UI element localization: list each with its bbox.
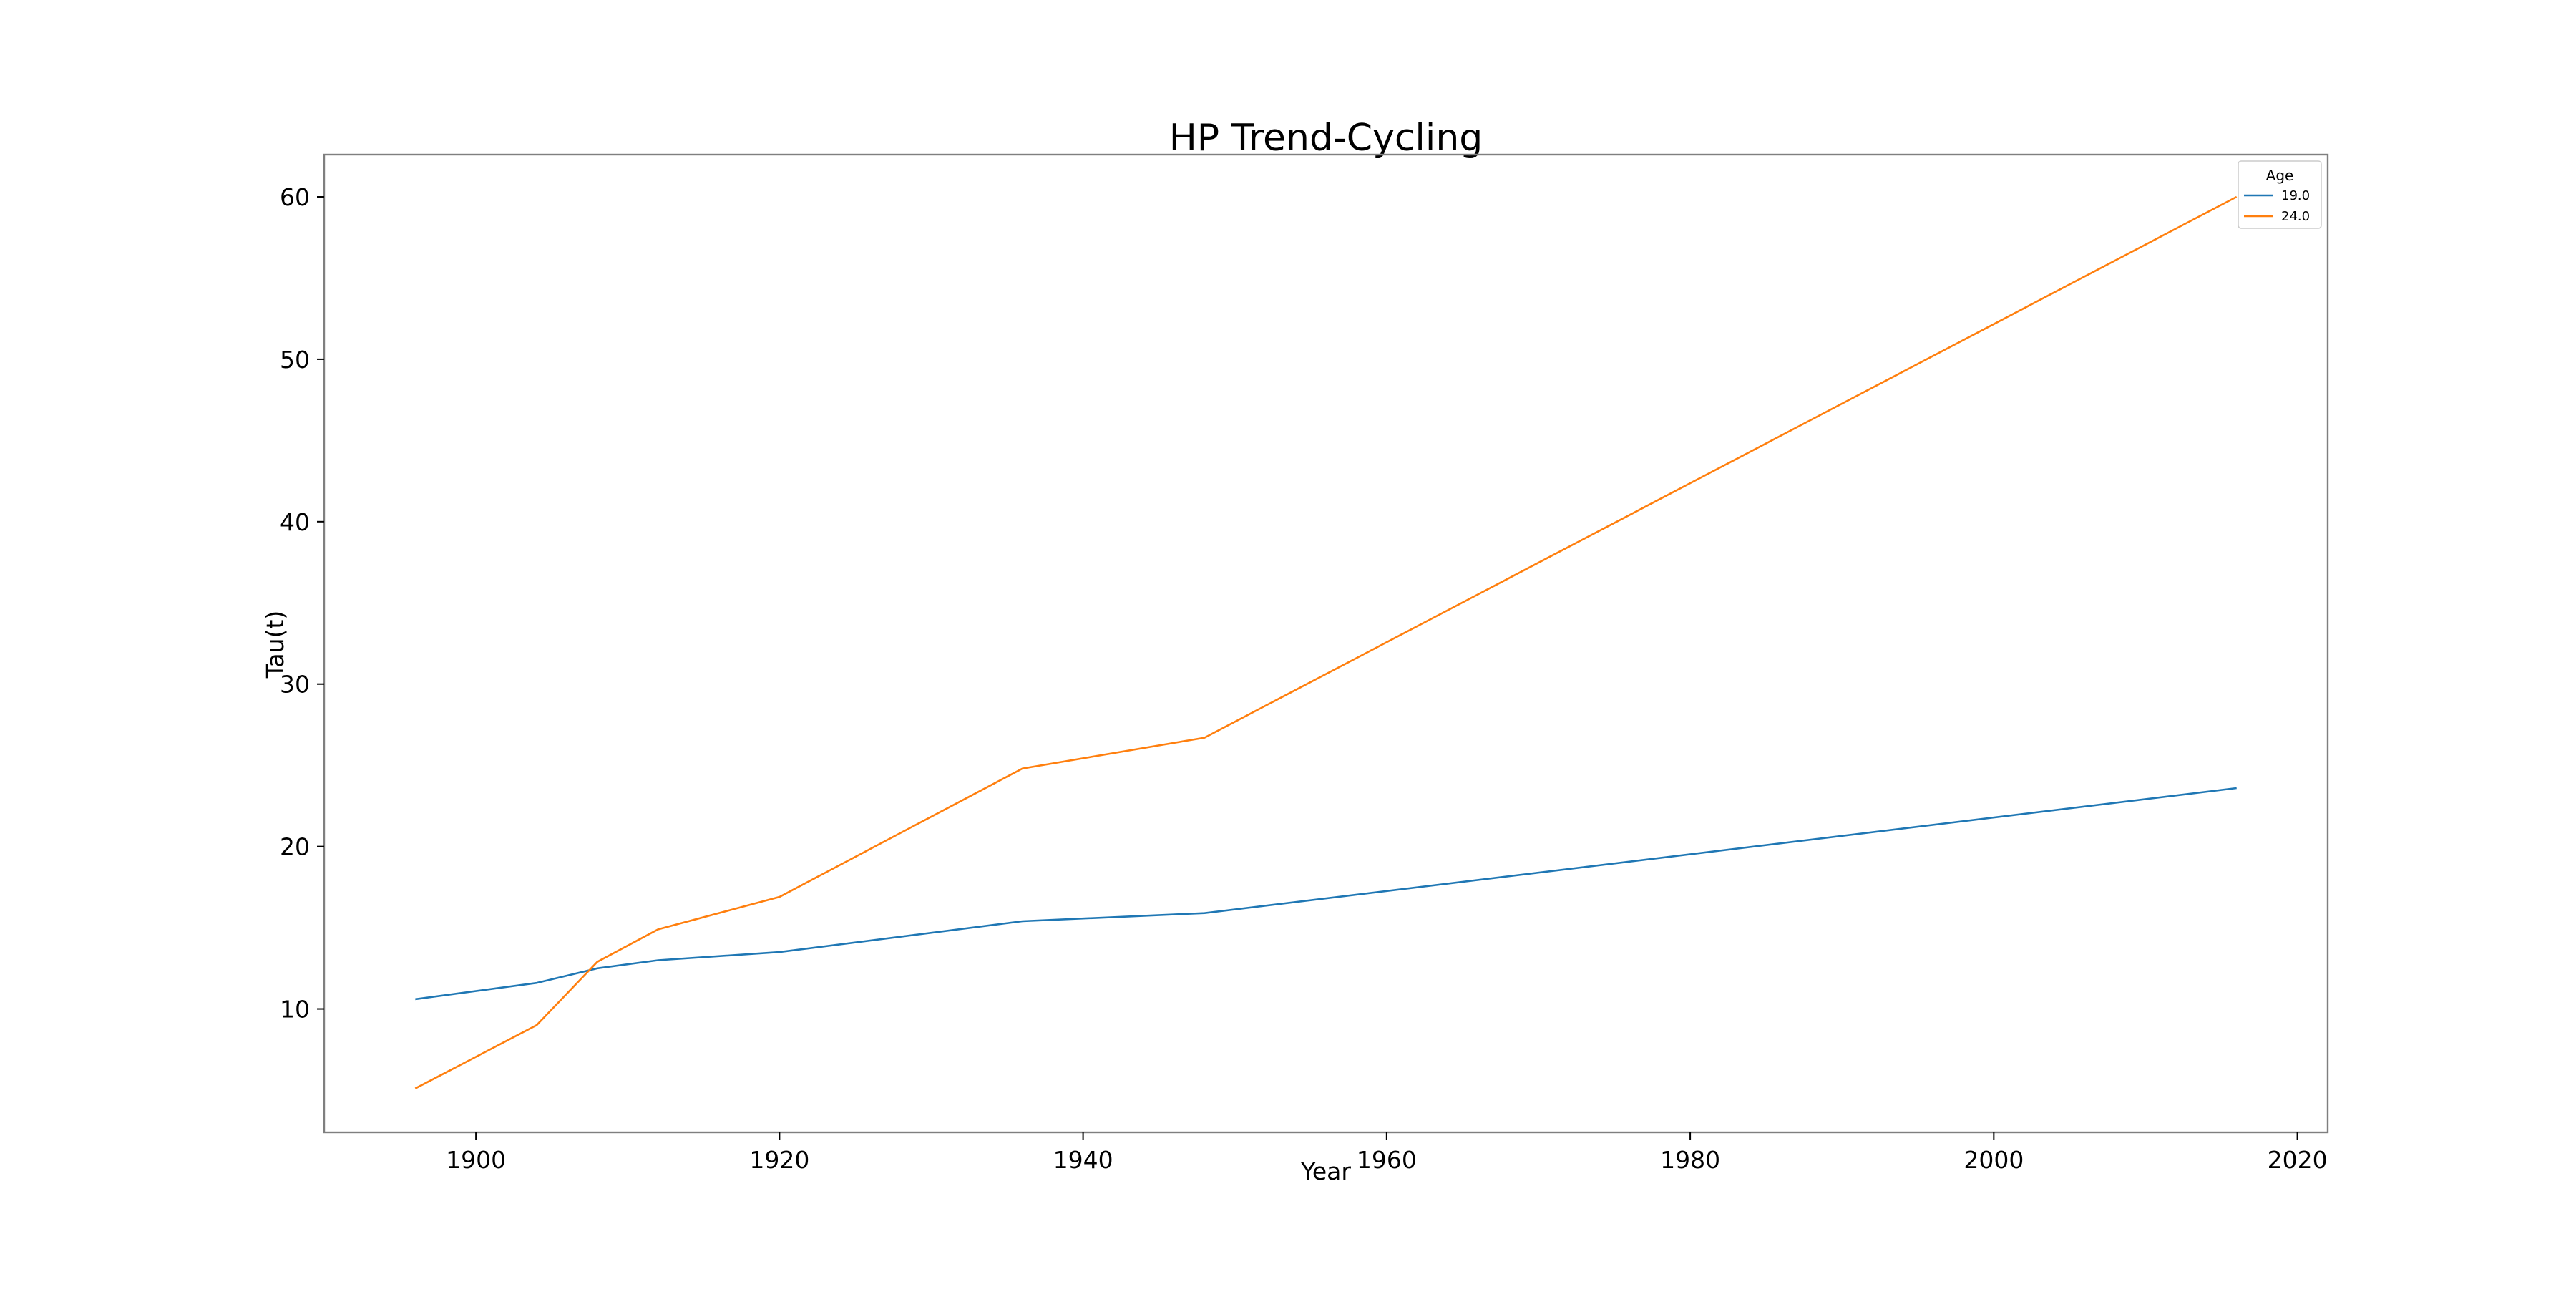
y-axis-label: Tau(t) [261,611,289,679]
legend-label-24-0: 24.0 [2281,209,2310,224]
x-axis-label: Year [1300,1157,1351,1185]
series-line-24-0 [414,195,2238,1089]
y-tick-label: 10 [280,996,310,1024]
plot-frame [323,153,2329,1134]
y-tick-label: 50 [280,346,310,374]
x-tick-label: 1920 [749,1146,809,1174]
legend-box [2238,160,2322,229]
legend-label-19-0: 19.0 [2281,188,2310,203]
y-tick-label: 20 [280,833,310,861]
y-tick-label: 30 [280,671,310,699]
x-tick-label: 2000 [1963,1146,2024,1174]
y-tick-label: 60 [280,183,310,211]
legend: Age 19.0 24.0 [2238,160,2322,229]
series-line-19-0 [415,787,2237,1001]
chart-title: HP Trend-Cycling [1169,117,1483,160]
legend-title: Age [2266,167,2294,184]
x-tick-label: 1960 [1357,1146,1417,1174]
plot-area: 1900 1920 1940 1960 1980 2000 2020 10 20 30 40 50 60… [280,153,2329,1174]
x-tick-label: 2020 [2268,1146,2328,1174]
x-tick-label: 1900 [446,1146,506,1174]
x-tick-label: 1980 [1660,1146,1720,1174]
y-tick-label: 40 [280,508,310,536]
x-tick-label: 1940 [1053,1146,1113,1174]
